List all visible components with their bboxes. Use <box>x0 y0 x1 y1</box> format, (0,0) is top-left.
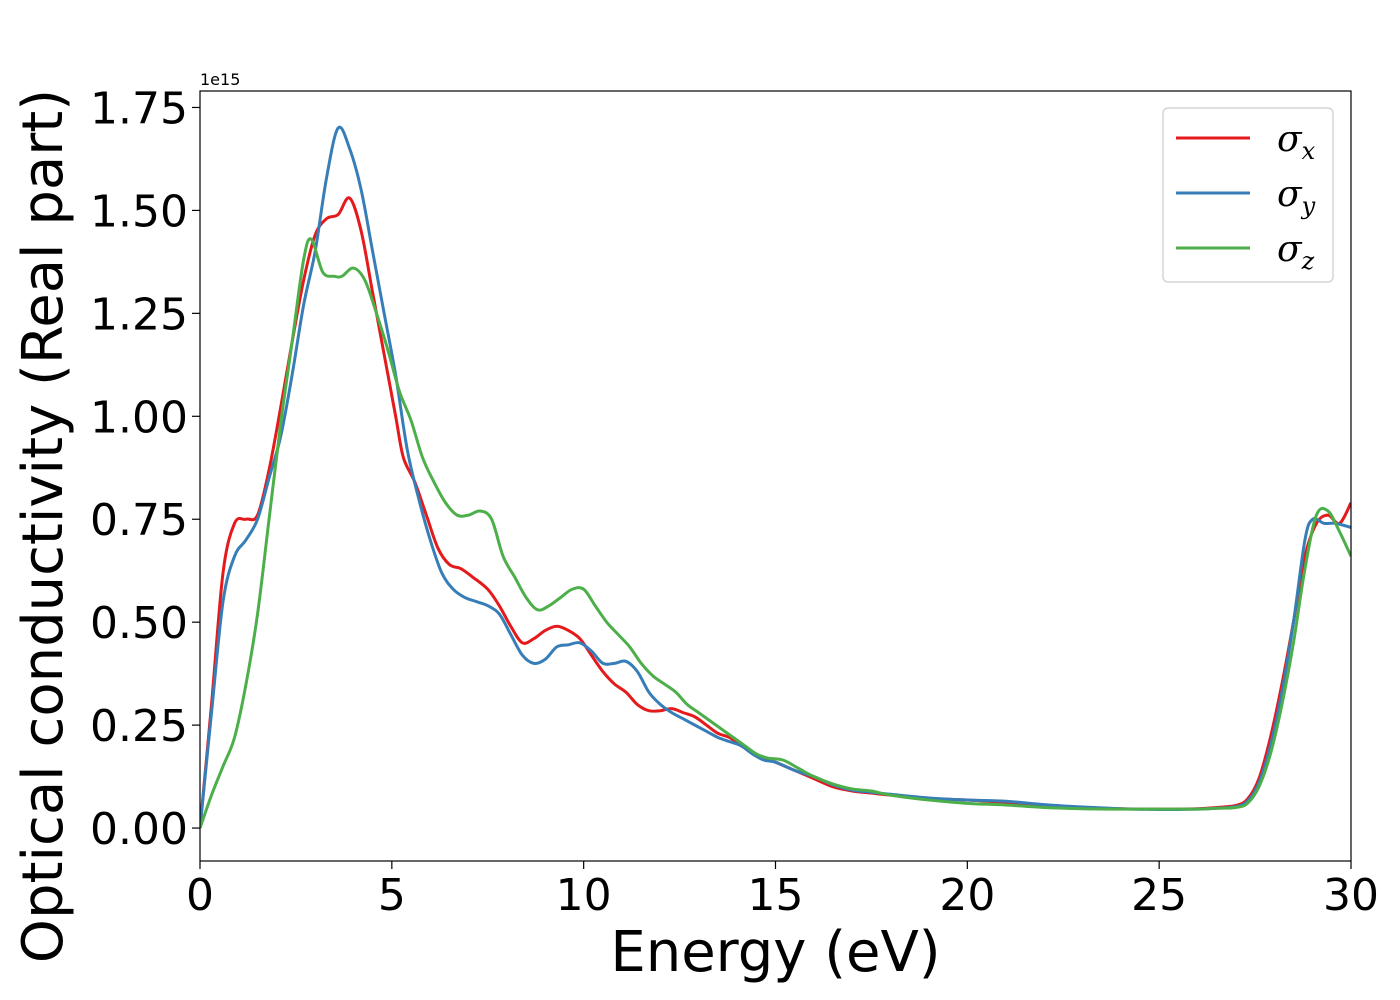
y-axis-title: Optical conductivity (Real part) <box>11 89 76 963</box>
x-axis: 0 5 10 15 20 25 30 <box>186 861 1379 921</box>
y-tick-label: 1.50 <box>90 186 188 237</box>
y-offset-label: 1e15 <box>200 70 240 89</box>
legend-label-x: σx <box>1277 119 1316 165</box>
x-tick-label: 25 <box>1131 870 1187 921</box>
legend-box <box>1162 107 1334 283</box>
x-tick-label: 30 <box>1323 870 1379 921</box>
series-layer <box>200 125 1351 829</box>
legend-label-y: σy <box>1277 174 1316 220</box>
y-tick-label: 1.25 <box>90 289 188 340</box>
x-tick-label: 10 <box>556 870 612 921</box>
series-line-z <box>200 237 1351 829</box>
legend-label-z: σz <box>1277 229 1315 275</box>
legend: σx σy σz <box>1162 107 1334 283</box>
x-tick-label: 0 <box>186 870 214 921</box>
y-axis: 0.00 0.25 0.50 0.75 1.00 1.25 1.50 1.75 <box>90 83 200 855</box>
y-tick-label: 0.75 <box>90 495 188 546</box>
y-tick-label: 0.25 <box>90 701 188 752</box>
x-tick-label: 5 <box>378 870 406 921</box>
x-tick-label: 15 <box>748 870 804 921</box>
x-tick-label: 20 <box>939 870 995 921</box>
y-tick-label: 0.00 <box>90 804 188 855</box>
x-axis-title: Energy (eV) <box>610 920 940 985</box>
y-tick-label: 0.50 <box>90 598 188 649</box>
y-tick-label: 1.75 <box>90 83 188 134</box>
y-tick-label: 1.00 <box>90 392 188 443</box>
